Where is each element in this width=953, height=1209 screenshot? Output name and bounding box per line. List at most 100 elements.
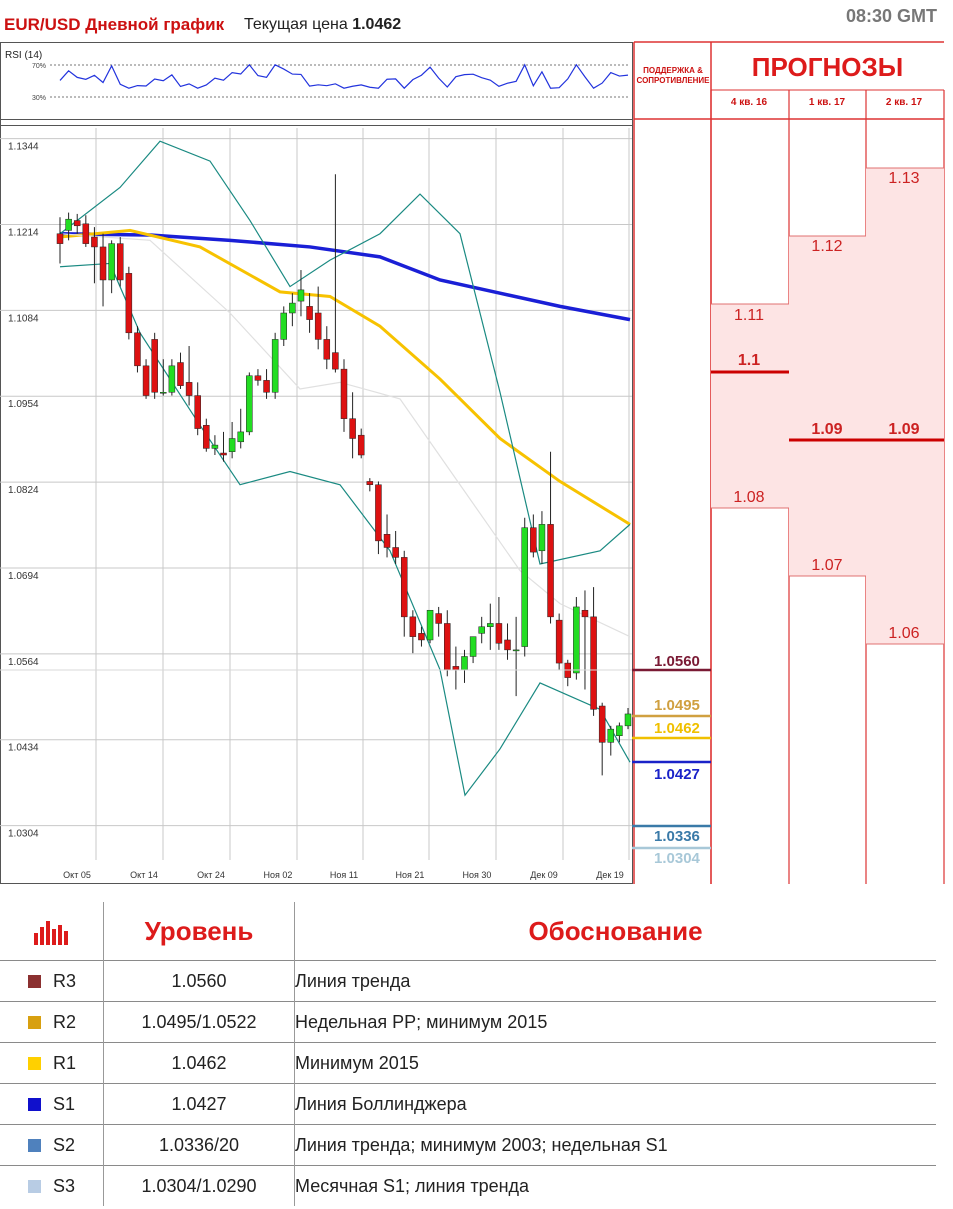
- candle-body-bull: [538, 524, 546, 552]
- candle: [228, 421, 236, 459]
- candle-body-bull: [461, 656, 468, 670]
- candle-body-bull: [521, 527, 528, 647]
- level-name-cell: S2: [0, 1124, 104, 1166]
- chart-title: EUR/USD Дневной график: [4, 15, 225, 34]
- time-label: 08:30 GMT: [845, 6, 937, 26]
- level-name: R3: [53, 970, 77, 991]
- candle-body-bear: [314, 312, 322, 340]
- level-reason: Месячная S1; линия тренда: [294, 1165, 936, 1206]
- forecast-column-label: 4 кв. 16: [730, 97, 768, 108]
- candle-body-bear: [151, 339, 158, 393]
- candle-body-bear: [263, 380, 270, 393]
- y-tick-label: 1.0694: [8, 571, 39, 582]
- candle: [56, 217, 64, 264]
- candle-body-bear: [116, 243, 124, 281]
- candle: [555, 613, 563, 670]
- current-price-value: 1.0462: [352, 16, 402, 33]
- candle-body-bear: [383, 534, 391, 548]
- rsi-panel: [0, 42, 633, 120]
- forecast-lower: 1.08: [733, 489, 765, 506]
- forecast-column-label: 2 кв. 17: [885, 97, 923, 108]
- y-tick-label: 1.0434: [8, 743, 39, 754]
- level-name-cell: R2: [0, 1001, 104, 1043]
- sr-header: ПОДДЕРЖКА & СОПРОТИВЛЕНИЕ: [636, 66, 710, 85]
- forecast-upper: 1.12: [811, 238, 843, 255]
- candle-body-bear: [73, 220, 81, 227]
- level-value: 1.0462: [103, 1042, 295, 1084]
- level-name: S1: [53, 1093, 76, 1114]
- candle: [237, 408, 244, 449]
- price-chart: RSI (14) 70% 30% 1.1344 1.1214 1.1084 1.0954 1.…: [0, 41, 945, 884]
- candle-body-bull: [289, 302, 296, 314]
- sma-50-line: [59, 233, 631, 638]
- candle-body-bear: [375, 484, 382, 542]
- level-value-s3: 1.0304: [654, 850, 700, 867]
- level-reason: Минимум 2015: [294, 1042, 936, 1084]
- x-tick-label: Ноя 02: [264, 870, 293, 880]
- candle: [220, 431, 227, 462]
- candle: [177, 352, 184, 389]
- table-row: S2 1.0336/20 Линия тренда; минимум 2003; н…: [0, 1124, 936, 1166]
- candle: [246, 372, 253, 436]
- forecast-column-label: 1 кв. 17: [808, 97, 846, 108]
- candle-body-bear: [306, 306, 313, 320]
- rsi-level-label: 70%: [32, 63, 46, 70]
- candle: [504, 623, 511, 660]
- candle: [392, 530, 399, 564]
- candle: [400, 550, 408, 637]
- candle: [91, 227, 98, 284]
- y-tick-label: 1.0954: [8, 399, 39, 410]
- table-header-level: Уровень: [103, 902, 295, 961]
- candle-body-bear: [220, 452, 227, 456]
- candle-body-bear: [177, 362, 184, 386]
- candle-body-bull: [228, 438, 236, 452]
- forecast-range: [789, 236, 866, 576]
- sma-100-line: [59, 228, 631, 526]
- rsi-label: RSI (14): [5, 50, 42, 61]
- candle: [357, 428, 365, 459]
- level-reason: Линия тренда; минимум 2003; недельная S1: [294, 1124, 936, 1166]
- candle-body-bear: [357, 434, 365, 456]
- level-name-cell: S1: [0, 1083, 104, 1125]
- candle: [271, 332, 279, 399]
- forecast-mid: 1.1: [737, 352, 761, 369]
- candle: [547, 451, 554, 624]
- candle: [530, 514, 537, 558]
- candle: [469, 636, 477, 664]
- candle-body-bull: [469, 636, 477, 657]
- table-header-row: Уровень Обоснование: [0, 902, 936, 961]
- candle-body-bear: [452, 666, 460, 670]
- candle: [297, 270, 305, 317]
- candle-body-bear: [323, 339, 331, 360]
- candle: [590, 587, 597, 716]
- candle: [254, 369, 262, 386]
- level-name: S2: [53, 1134, 76, 1155]
- candle-body-bull: [168, 365, 176, 393]
- candle: [340, 359, 348, 432]
- forecast-upper: 1.11: [734, 307, 764, 324]
- x-tick-label: Окт 24: [197, 870, 225, 880]
- candle-body-bear: [99, 246, 107, 281]
- candle: [332, 174, 339, 373]
- level-reason: Линия тренда: [294, 960, 936, 1002]
- candle: [375, 481, 382, 555]
- candle: [116, 237, 124, 287]
- candle-body-bull: [616, 725, 623, 736]
- candle: [418, 626, 425, 647]
- candle-body-bull: [512, 649, 520, 652]
- candle-body-bear: [435, 613, 442, 624]
- candle: [598, 702, 606, 776]
- candle: [263, 369, 270, 399]
- candle: [306, 293, 313, 333]
- candle-body-bear: [134, 332, 141, 367]
- candle-body-bull: [297, 289, 305, 302]
- candle: [616, 722, 623, 743]
- forecast-mid: 1.09: [888, 421, 920, 438]
- candle-body-bear: [82, 223, 90, 244]
- candle: [314, 286, 322, 350]
- candle: [160, 359, 167, 396]
- candle-body-bear: [409, 616, 417, 637]
- y-tick-label: 1.1084: [8, 313, 39, 324]
- candle: [512, 616, 520, 697]
- level-value: 1.0560: [103, 960, 295, 1002]
